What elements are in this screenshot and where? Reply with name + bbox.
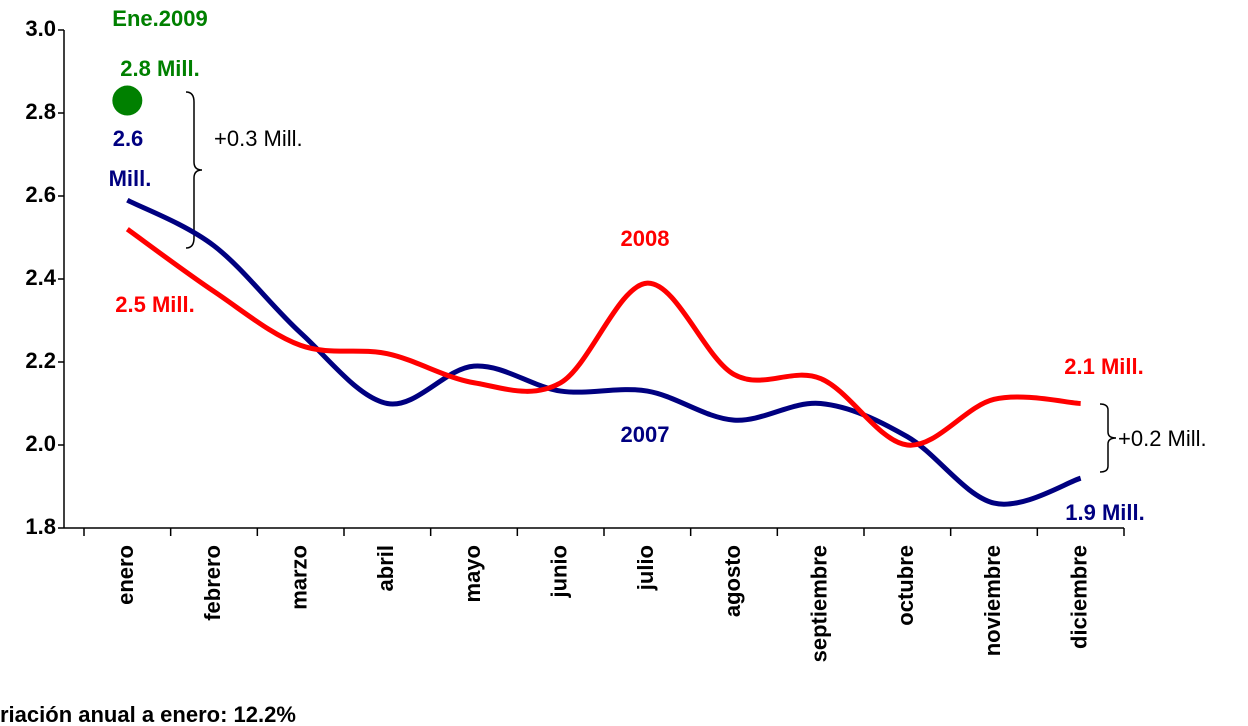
y-tick-label: 3.0 xyxy=(25,16,56,41)
annotation: 2.1 Mill. xyxy=(1064,354,1143,379)
x-tick-label: septiembre xyxy=(806,545,831,662)
annotation: +0.2 Mill. xyxy=(1118,426,1207,451)
legend-label: 2008 xyxy=(621,226,670,251)
x-tick-label: abril xyxy=(373,545,398,591)
legend-label: 2007 xyxy=(621,422,670,447)
y-tick-label: 2.6 xyxy=(25,182,56,207)
annotation: 2.8 Mill. xyxy=(120,56,199,81)
x-tick-label: febrero xyxy=(200,545,225,621)
x-tick-label: junio xyxy=(546,545,571,599)
y-tick-label: 2.4 xyxy=(25,265,56,290)
annotation: 2.6 xyxy=(113,126,144,151)
x-tick-label: agosto xyxy=(720,545,745,617)
series-line xyxy=(125,227,1081,448)
series-point xyxy=(112,85,143,116)
y-tick-label: 2.0 xyxy=(25,431,56,456)
annotation: 2.5 Mill. xyxy=(115,292,194,317)
x-tick-label: julio xyxy=(633,545,658,591)
footnote: riación anual a enero: 12.2% xyxy=(0,702,296,726)
y-tick-label: 2.2 xyxy=(25,348,56,373)
annotation: Mill. xyxy=(109,166,152,191)
series-line xyxy=(126,197,1082,507)
y-tick-label: 2.8 xyxy=(25,99,56,124)
x-tick-label: diciembre xyxy=(1066,545,1091,649)
annotation: 1.9 Mill. xyxy=(1065,500,1144,525)
x-tick-label: marzo xyxy=(286,545,311,610)
brace xyxy=(1099,403,1117,473)
x-tick-label: noviembre xyxy=(980,545,1005,656)
annotation: +0.3 Mill. xyxy=(214,126,303,151)
x-tick-label: octubre xyxy=(893,545,918,626)
y-tick-label: 1.8 xyxy=(25,514,56,539)
brace xyxy=(185,91,203,249)
legend-label: Ene.2009 xyxy=(112,6,207,31)
x-tick-label: mayo xyxy=(460,545,485,602)
x-tick-label: enero xyxy=(113,545,138,605)
